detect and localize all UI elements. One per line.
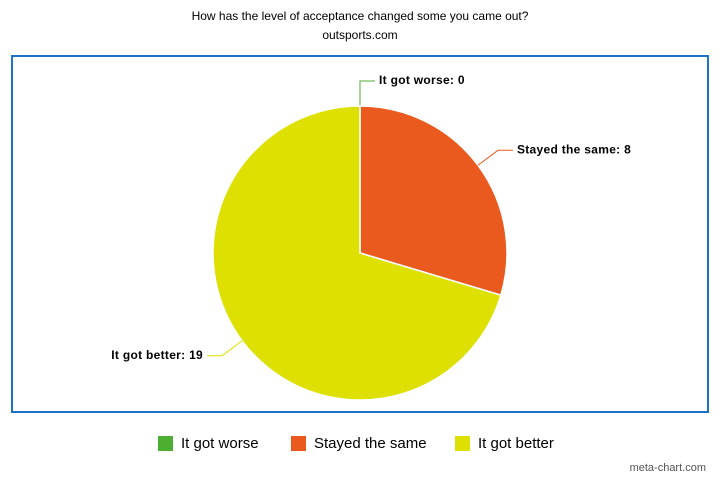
legend-swatch	[291, 436, 306, 451]
pie-slice	[212, 105, 502, 401]
data-label: Stayed the same: 8	[517, 142, 631, 156]
label-connector	[207, 340, 243, 357]
chart-subtitle: outsports.com	[322, 28, 397, 42]
legend-label: It got worse	[181, 435, 259, 452]
legend-label: Stayed the same	[314, 435, 427, 452]
legend-swatch	[455, 436, 470, 451]
chart-title: How has the level of acceptance changed …	[192, 9, 529, 23]
label-connector	[477, 149, 513, 166]
pie-slice	[359, 105, 508, 297]
legend-swatch	[158, 436, 173, 451]
plot-border	[11, 55, 709, 413]
data-label: It got better: 19	[111, 348, 203, 362]
label-connector	[359, 80, 375, 106]
data-label: It got worse: 0	[379, 73, 465, 87]
legend-label: It got better	[478, 435, 554, 452]
credit: meta-chart.com	[630, 462, 706, 474]
